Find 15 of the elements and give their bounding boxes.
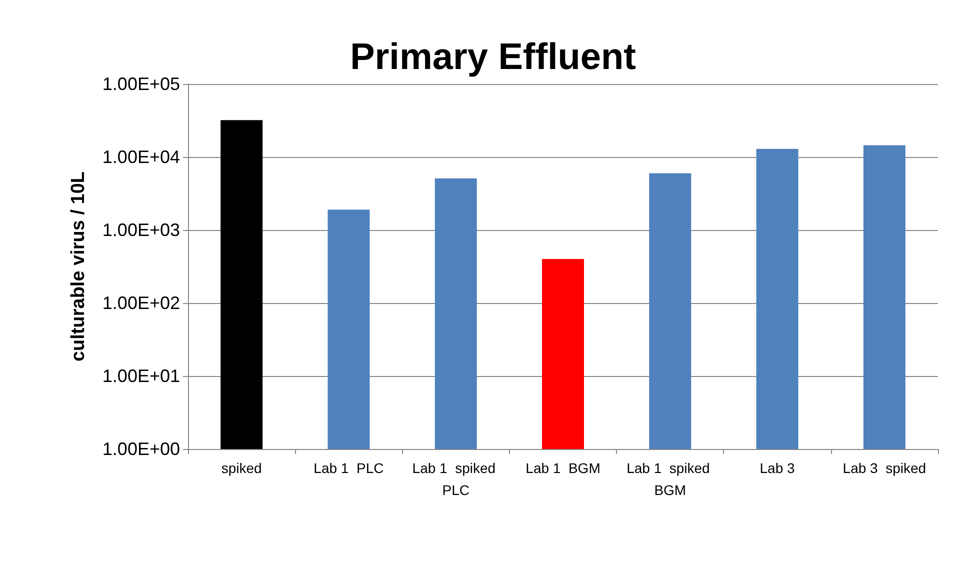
chart-title: Primary Effluent — [350, 36, 636, 77]
y-tick-label: 1.00E+02 — [102, 293, 180, 313]
y-tick-label: 1.00E+04 — [102, 147, 180, 167]
x-tick-label: Lab 1 spiked PLC — [412, 460, 500, 498]
x-tick-label: Lab 3 — [760, 460, 796, 476]
x-tick-label: Lab 1 PLC — [314, 460, 384, 476]
y-tick-label: 1.00E+03 — [102, 220, 180, 240]
x-tick-label: spiked — [221, 460, 262, 476]
x-tick-label: Lab 3 spiked — [842, 460, 926, 476]
y-tick-label: 1.00E+00 — [102, 439, 180, 459]
x-tick-label: Lab 1 BGM — [526, 460, 600, 476]
y-axis-title: culturable virus / 10L — [68, 171, 89, 362]
x-tick-label: Lab 1 spiked BGM — [626, 460, 714, 498]
y-tick-label: 1.00E+05 — [102, 74, 180, 94]
y-tick-label: 1.00E+01 — [102, 366, 180, 386]
